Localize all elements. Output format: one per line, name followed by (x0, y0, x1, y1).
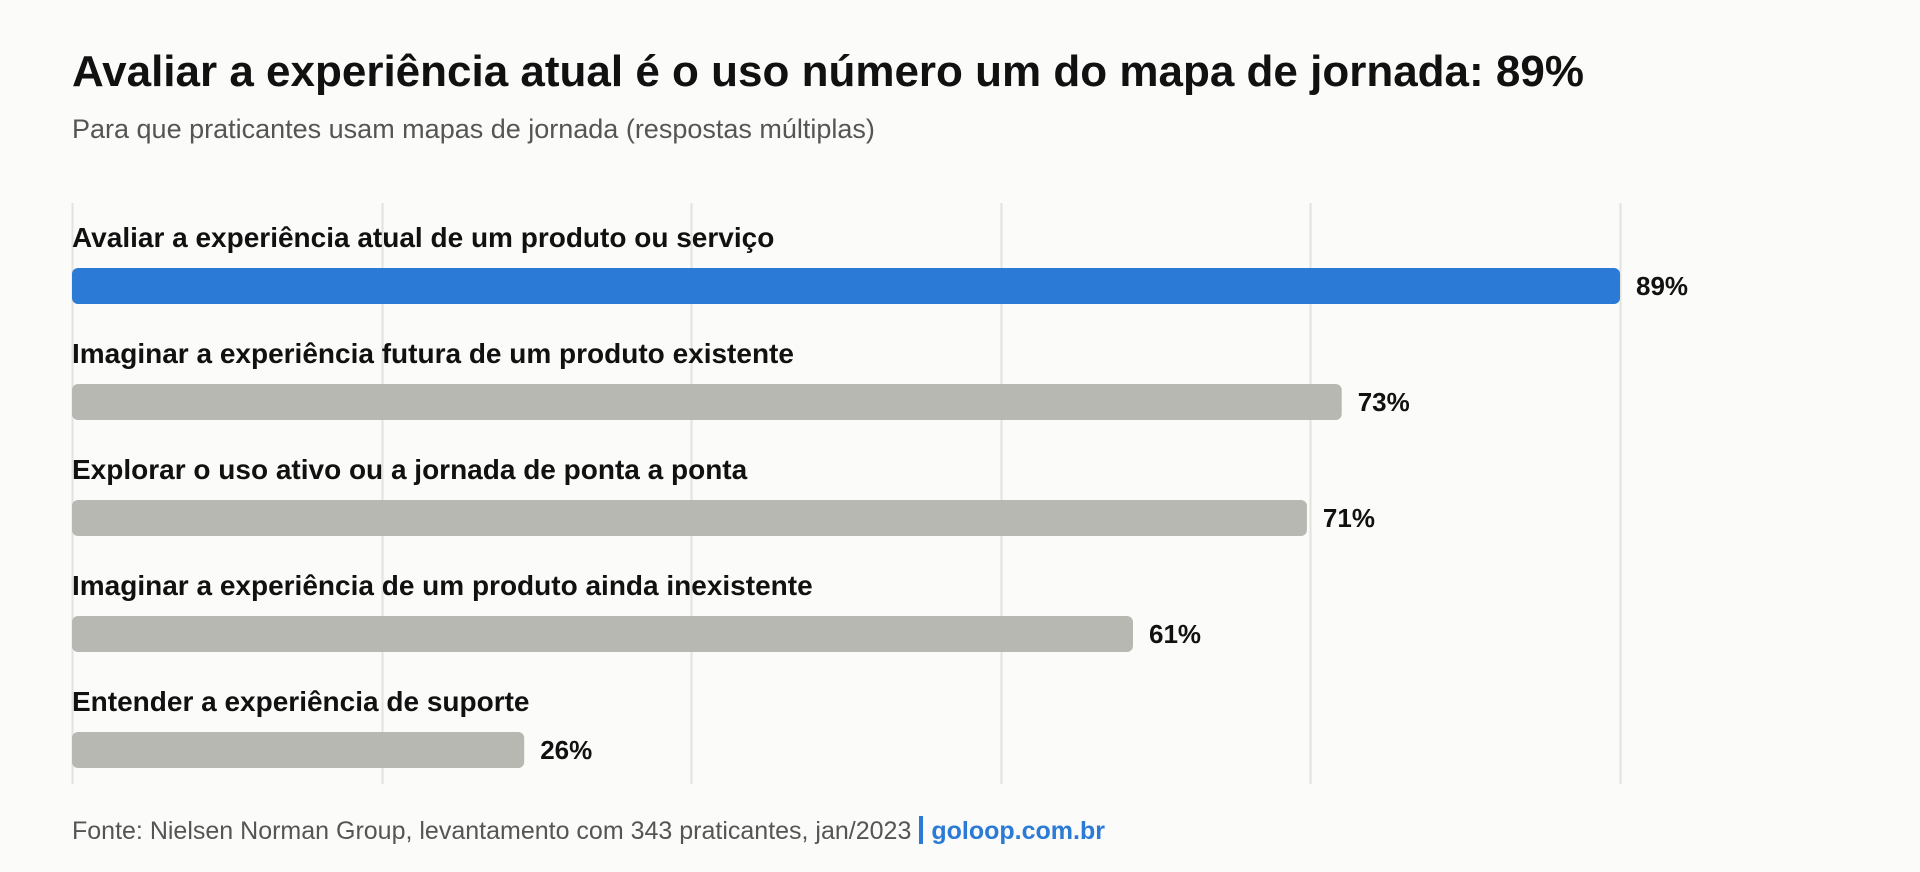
category-label: Imaginar a experiência futura de um prod… (72, 338, 794, 369)
value-label: 73% (1358, 387, 1410, 417)
value-label: 89% (1636, 271, 1688, 301)
value-label: 71% (1323, 503, 1375, 533)
bar (72, 268, 1620, 304)
bar (72, 732, 525, 768)
bar-row: Entender a experiência de suporte 26% (72, 686, 592, 768)
bar-row: Avaliar a experiência atual de um produt… (72, 222, 1688, 304)
chart-title: Avaliar a experiência atual é o uso núme… (72, 47, 1584, 96)
category-label: Avaliar a experiência atual de um produt… (72, 222, 774, 253)
bar-row: Explorar o uso ativo ou a jornada de pon… (72, 454, 1375, 536)
bar (72, 500, 1307, 536)
footer-separator (919, 816, 924, 844)
category-label: Explorar o uso ativo ou a jornada de pon… (72, 454, 748, 485)
bar (72, 384, 1342, 420)
bar-row: Imaginar a experiência de um produto ain… (72, 570, 1201, 652)
value-label: 26% (540, 735, 592, 765)
chart-subtitle: Para que praticantes usam mapas de jorna… (72, 114, 875, 144)
chart-footer: Fonte: Nielsen Norman Group, levantament… (72, 814, 1105, 848)
bar-row: Imaginar a experiência futura de um prod… (72, 338, 1410, 420)
category-label: Imaginar a experiência de um produto ain… (72, 570, 813, 601)
category-label: Entender a experiência de suporte (72, 686, 530, 717)
brand-link[interactable]: goloop.com.br (931, 817, 1105, 845)
bar (72, 616, 1133, 652)
value-label: 61% (1149, 619, 1201, 649)
source-note: Fonte: Nielsen Norman Group, levantament… (72, 817, 912, 845)
